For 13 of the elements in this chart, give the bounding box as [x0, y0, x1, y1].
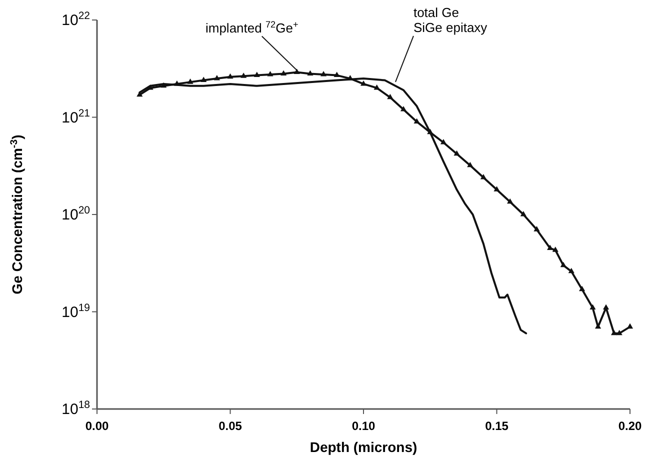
annotation: total Ge SiGe epitaxy: [413, 4, 488, 35]
y-tick-label: 10$^{21}$: [62, 107, 90, 126]
x-tick-label: 0.20: [618, 419, 642, 433]
x-tick-label: 0.00: [85, 419, 109, 433]
y-tick-label: 10$^{22}$: [62, 10, 90, 29]
x-tick-label: 0.05: [218, 419, 242, 433]
y-tick-label: 10$^{20}$: [62, 204, 90, 224]
x-axis-title: Depth (microns): [310, 439, 418, 455]
y-tick-label: 10$^{19}$: [62, 302, 90, 321]
y-tick-label: 10$^{18}$: [62, 399, 90, 418]
annotation: implanted $^{72}$Ge$^{+}$: [205, 19, 298, 36]
x-tick-label: 0.15: [485, 419, 509, 433]
x-tick-label: 0.10: [352, 419, 376, 433]
